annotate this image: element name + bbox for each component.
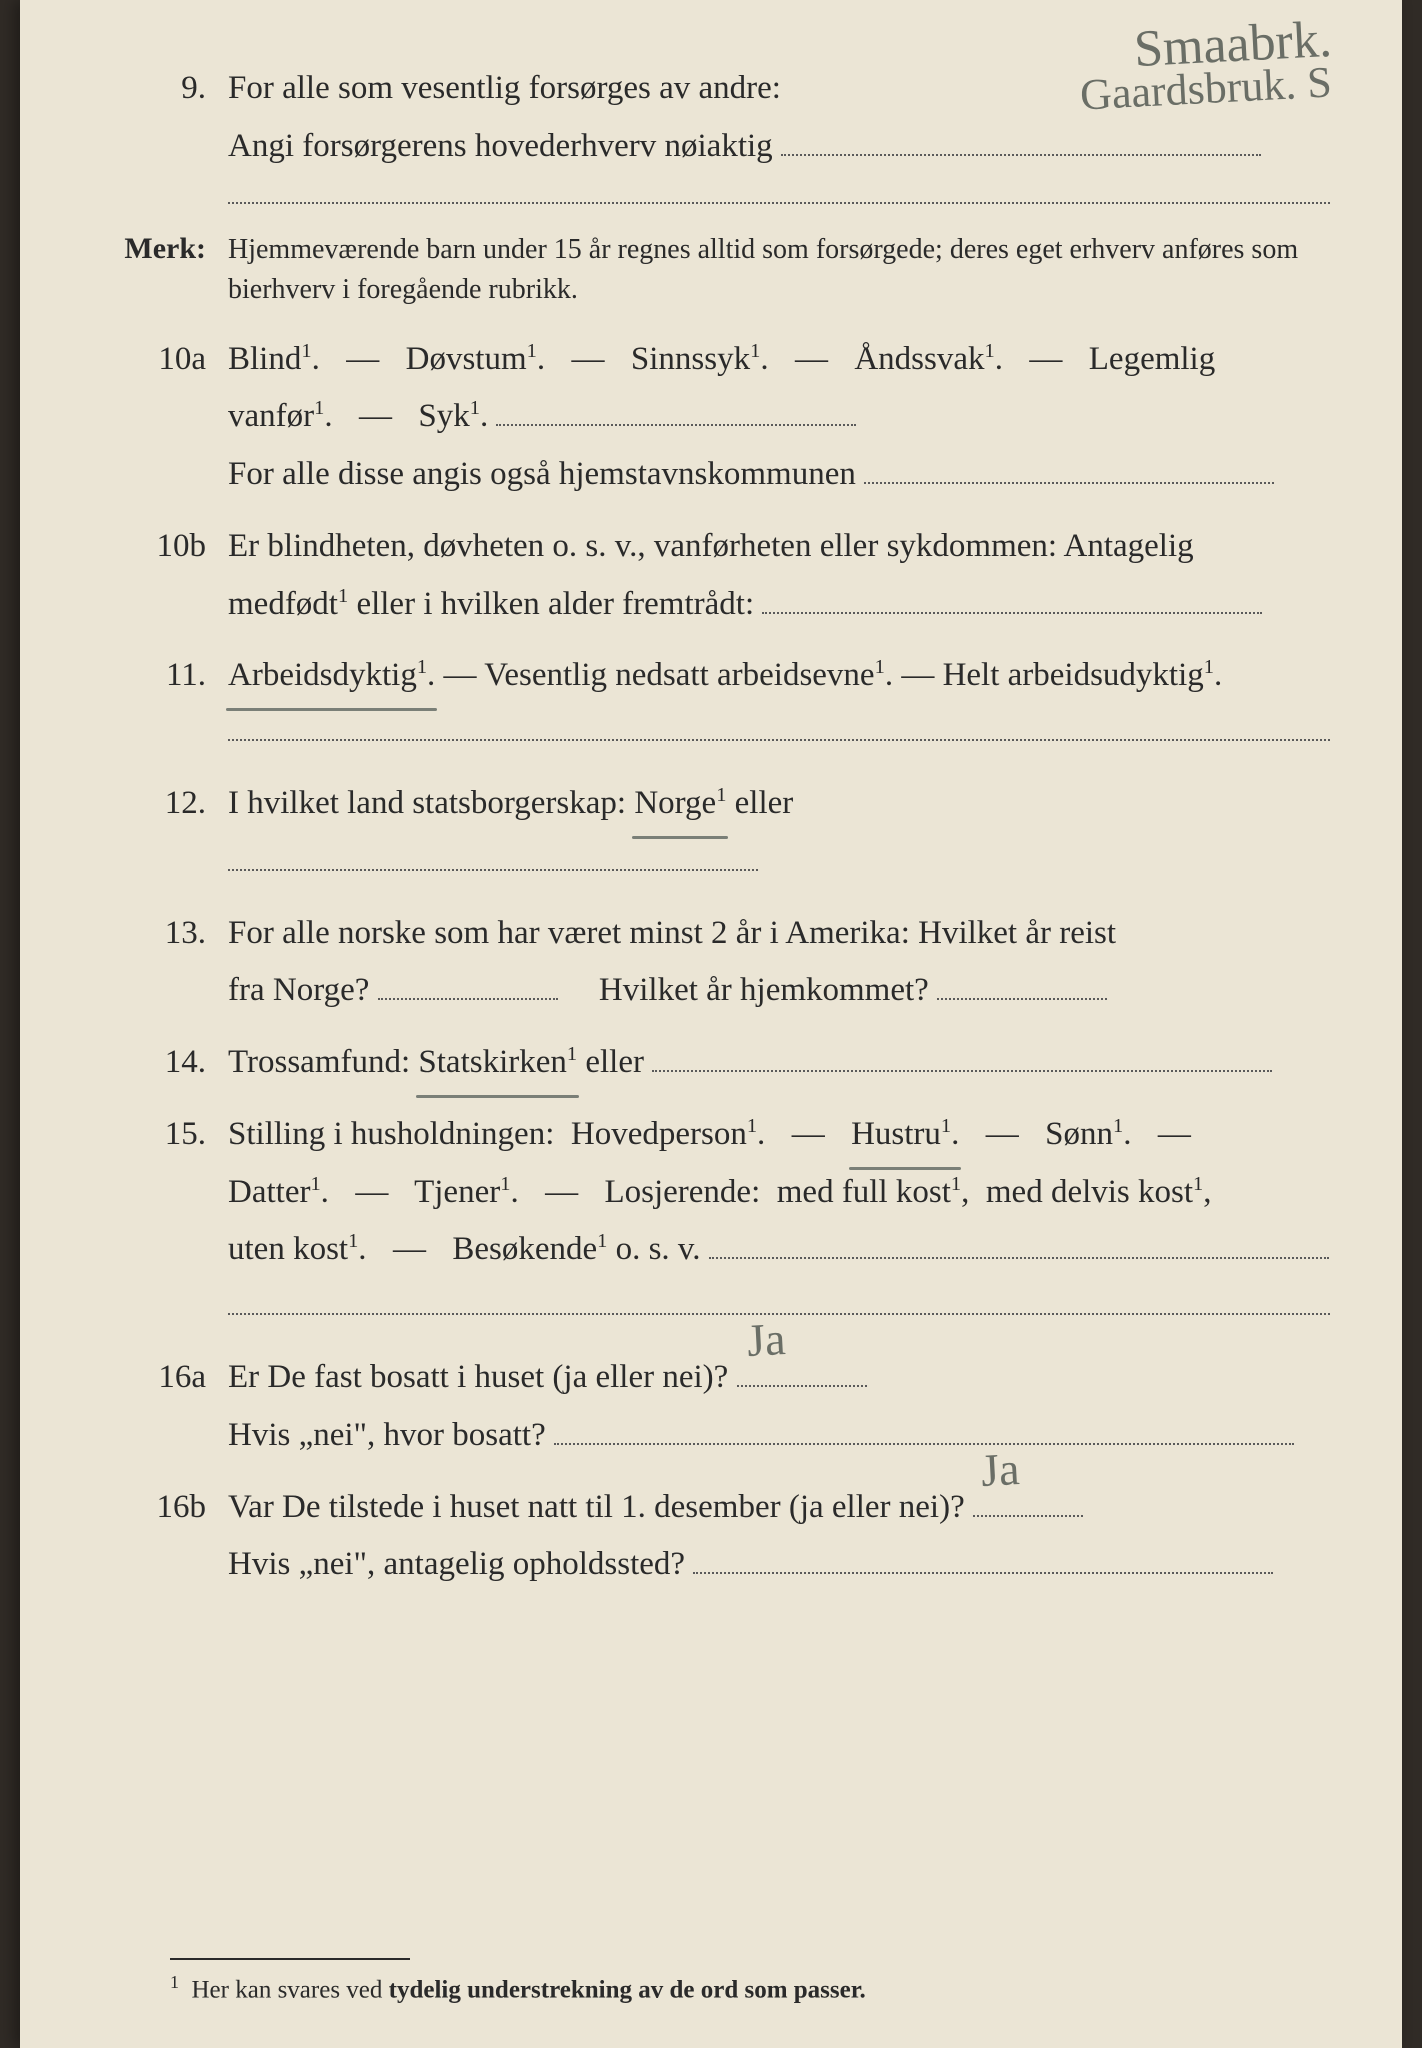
q-number: 14. (120, 1044, 206, 1081)
opt: Sønn1. (1045, 1116, 1131, 1152)
separator-line (228, 739, 1330, 741)
text: For alle disse angis også hjemstavnskomm… (228, 456, 856, 492)
fill-line (228, 840, 758, 871)
fill-line (378, 969, 558, 1000)
text: I hvilket land statsborgerskap: (228, 785, 626, 821)
merk-label: Merk: (120, 232, 206, 266)
question-10b: 10b Er blindheten, døvheten o. s. v., va… (120, 518, 1330, 634)
opt-underlined: Arbeidsdyktig1. (228, 647, 435, 705)
footnote-text: Her kan svares ved (192, 1976, 389, 2003)
text: Stilling i husholdningen: (228, 1116, 554, 1152)
question-11: 11. Arbeidsdyktig1. — Vesentlig nedsatt … (120, 647, 1330, 705)
text: eller (735, 785, 794, 821)
text: For alle norske som har været minst 2 år… (228, 915, 1116, 951)
footnote-rule (170, 1958, 410, 1960)
opt: Legemlig (1089, 341, 1215, 377)
footnote-marker: 1 (170, 1972, 179, 1992)
fill-line (781, 124, 1261, 155)
text: Var De tilstede i huset natt til 1. dese… (228, 1489, 965, 1525)
note-merk: Merk: Hjemmeværende barn under 15 år reg… (120, 230, 1330, 311)
q-number: 11. (120, 657, 206, 694)
question-15: 15. Stilling i husholdningen: Hovedperso… (120, 1106, 1330, 1279)
q-body: For alle som vesentlig forsørges av andr… (228, 60, 1330, 176)
question-16b: 16b Var De tilstede i huset natt til 1. … (120, 1479, 1330, 1595)
opt: Syk1. (418, 398, 488, 434)
opt: Vesentlig nedsatt arbeidsevne1. (484, 657, 893, 693)
question-14: 14. Trossamfund: Statskirken1 eller (120, 1034, 1330, 1092)
q-number: 15. (120, 1116, 206, 1153)
q-body: Er De fast bosatt i huset (ja eller nei)… (228, 1349, 1330, 1465)
fill-line (937, 969, 1107, 1000)
text: Angi forsørgerens hovederhverv nøiaktig (228, 128, 773, 164)
fill-line (652, 1041, 1272, 1072)
q-number: 10b (120, 528, 206, 565)
q-number: 10a (120, 341, 206, 378)
opt: med delvis kost1, (986, 1174, 1212, 1210)
opt: Sinnssyk1. (631, 341, 769, 377)
merk-body: Hjemmeværende barn under 15 år regnes al… (228, 230, 1330, 311)
opt: Døvstum1. (406, 341, 545, 377)
text: For alle som vesentlig forsørges av andr… (228, 70, 781, 106)
opt: uten kost1. (228, 1231, 367, 1267)
opt-underlined: Norge1 (634, 775, 726, 833)
fill-line (762, 582, 1262, 613)
handwritten-answer: Ja (980, 1448, 1020, 1491)
text: medfødt1 eller i hvilken alder fremtrådt… (228, 586, 754, 622)
separator-line (228, 202, 1330, 204)
question-9: 9. For alle som vesentlig forsørges av a… (120, 60, 1330, 176)
opt: Tjener1. (414, 1174, 519, 1210)
q-body: Er blindheten, døvheten o. s. v., vanfør… (228, 518, 1330, 634)
opt-underlined: Statskirken1 (418, 1034, 577, 1092)
footnote: 1 Her kan svares ved tydelig understrekn… (170, 1972, 866, 2004)
q-body: Arbeidsdyktig1. — Vesentlig nedsatt arbe… (228, 647, 1330, 705)
fill-line (554, 1414, 1294, 1445)
opt: Hovedperson1. (571, 1116, 765, 1152)
text: Er De fast bosatt i huset (ja eller nei)… (228, 1359, 728, 1395)
opt: Blind1. (228, 341, 320, 377)
q-body: Stilling i husholdningen: Hovedperson1. … (228, 1106, 1330, 1279)
text: fra Norge? (228, 972, 369, 1008)
opt: med full kost1, (777, 1174, 970, 1210)
opt: Åndssvak1. (854, 341, 1003, 377)
q-body: Var De tilstede i huset natt til 1. dese… (228, 1479, 1330, 1595)
text: Hvis „nei", hvor bosatt? (228, 1417, 546, 1453)
footnote-bold: tydelig understrekning av de ord som pas… (389, 1976, 866, 2003)
opt: Helt arbeidsudyktig1. (943, 657, 1223, 693)
text: Hvilket år hjemkommet? (599, 972, 929, 1008)
fill-line (864, 453, 1274, 484)
q-number: 12. (120, 785, 206, 822)
q-number: 9. (120, 70, 206, 107)
question-10a: 10a Blind1. — Døvstum1. — Sinnssyk1. — Å… (120, 331, 1330, 504)
question-12: 12. I hvilket land statsborgerskap: Norg… (120, 775, 1330, 891)
opt-underlined: Hustru1. (851, 1106, 959, 1164)
paper-sheet: Smaabrk. Gaardsbruk. S 9. For alle som v… (20, 0, 1402, 2048)
opt: Datter1. (228, 1174, 329, 1210)
question-16a: 16a Er De fast bosatt i huset (ja eller … (120, 1349, 1330, 1465)
opt: Losjerende: (604, 1174, 760, 1210)
opt: vanfør1. (228, 398, 333, 434)
fill-line (496, 395, 856, 426)
fill-line (693, 1543, 1273, 1574)
q-body: Trossamfund: Statskirken1 eller (228, 1034, 1330, 1092)
text: eller (585, 1044, 644, 1080)
q-body: For alle norske som har været minst 2 år… (228, 905, 1330, 1021)
fill-line (709, 1228, 1329, 1259)
handwritten-answer: Ja (746, 1318, 786, 1361)
opt: Besøkende1 o. s. v. (452, 1231, 700, 1267)
text: Hvis „nei", antagelig opholdssted? (228, 1546, 685, 1582)
q-body: Blind1. — Døvstum1. — Sinnssyk1. — Åndss… (228, 331, 1330, 504)
question-13: 13. For alle norske som har været minst … (120, 905, 1330, 1021)
q-number: 16a (120, 1359, 206, 1396)
q-number: 16b (120, 1489, 206, 1526)
text: Trossamfund: (228, 1044, 410, 1080)
q-body: I hvilket land statsborgerskap: Norge1 e… (228, 775, 1330, 891)
q-number: 13. (120, 915, 206, 952)
text: Er blindheten, døvheten o. s. v., vanfør… (228, 528, 1194, 564)
